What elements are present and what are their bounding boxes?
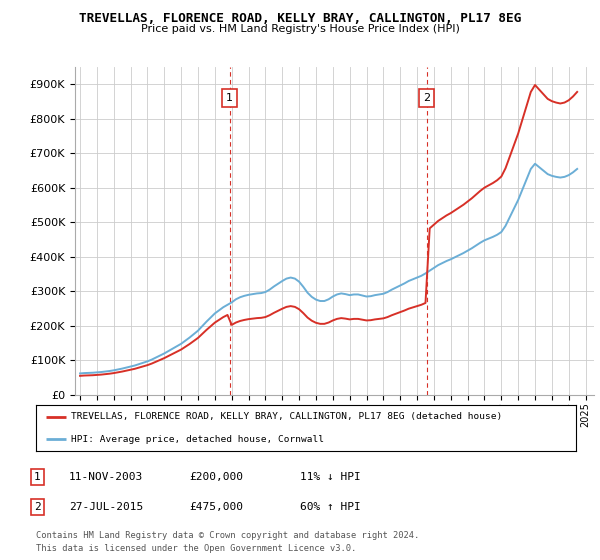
Text: 2: 2 — [34, 502, 41, 512]
Text: TREVELLAS, FLORENCE ROAD, KELLY BRAY, CALLINGTON, PL17 8EG (detached house): TREVELLAS, FLORENCE ROAD, KELLY BRAY, CA… — [71, 412, 502, 421]
Text: HPI: Average price, detached house, Cornwall: HPI: Average price, detached house, Corn… — [71, 435, 324, 444]
Text: 27-JUL-2015: 27-JUL-2015 — [69, 502, 143, 512]
Text: Contains HM Land Registry data © Crown copyright and database right 2024.: Contains HM Land Registry data © Crown c… — [36, 531, 419, 540]
Text: 1: 1 — [34, 472, 41, 482]
Text: This data is licensed under the Open Government Licence v3.0.: This data is licensed under the Open Gov… — [36, 544, 356, 553]
Text: TREVELLAS, FLORENCE ROAD, KELLY BRAY, CALLINGTON, PL17 8EG: TREVELLAS, FLORENCE ROAD, KELLY BRAY, CA… — [79, 12, 521, 25]
Text: 11% ↓ HPI: 11% ↓ HPI — [300, 472, 361, 482]
Text: £475,000: £475,000 — [189, 502, 243, 512]
Text: £200,000: £200,000 — [189, 472, 243, 482]
Text: 2: 2 — [423, 93, 430, 103]
Text: Price paid vs. HM Land Registry's House Price Index (HPI): Price paid vs. HM Land Registry's House … — [140, 24, 460, 34]
Text: 11-NOV-2003: 11-NOV-2003 — [69, 472, 143, 482]
Text: 60% ↑ HPI: 60% ↑ HPI — [300, 502, 361, 512]
Text: 1: 1 — [226, 93, 233, 103]
